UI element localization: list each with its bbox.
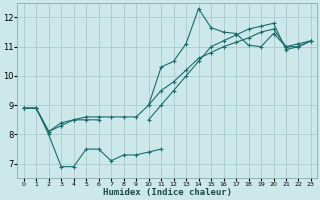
X-axis label: Humidex (Indice chaleur): Humidex (Indice chaleur) bbox=[103, 188, 232, 197]
